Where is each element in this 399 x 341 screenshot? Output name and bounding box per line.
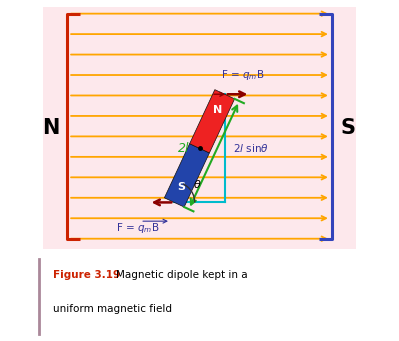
Text: $\theta$: $\theta$: [193, 178, 202, 190]
Text: uniform magnetic field: uniform magnetic field: [53, 303, 172, 314]
Text: 2$l$ sin$\theta$: 2$l$ sin$\theta$: [233, 142, 269, 154]
Polygon shape: [164, 144, 209, 207]
Bar: [43, 7, 356, 249]
Text: N: N: [42, 118, 60, 138]
Text: S: S: [178, 182, 186, 192]
Text: S: S: [340, 118, 356, 138]
Text: 2l: 2l: [178, 142, 189, 155]
Bar: [29, 249, 370, 341]
Text: Magnetic dipole kept in a: Magnetic dipole kept in a: [116, 269, 248, 280]
Text: F = $q_m$B: F = $q_m$B: [221, 69, 265, 83]
Text: Figure 3.19: Figure 3.19: [53, 269, 120, 280]
Text: F = $q_m$B: F = $q_m$B: [117, 221, 160, 235]
Polygon shape: [190, 90, 235, 153]
Text: N: N: [213, 105, 222, 115]
